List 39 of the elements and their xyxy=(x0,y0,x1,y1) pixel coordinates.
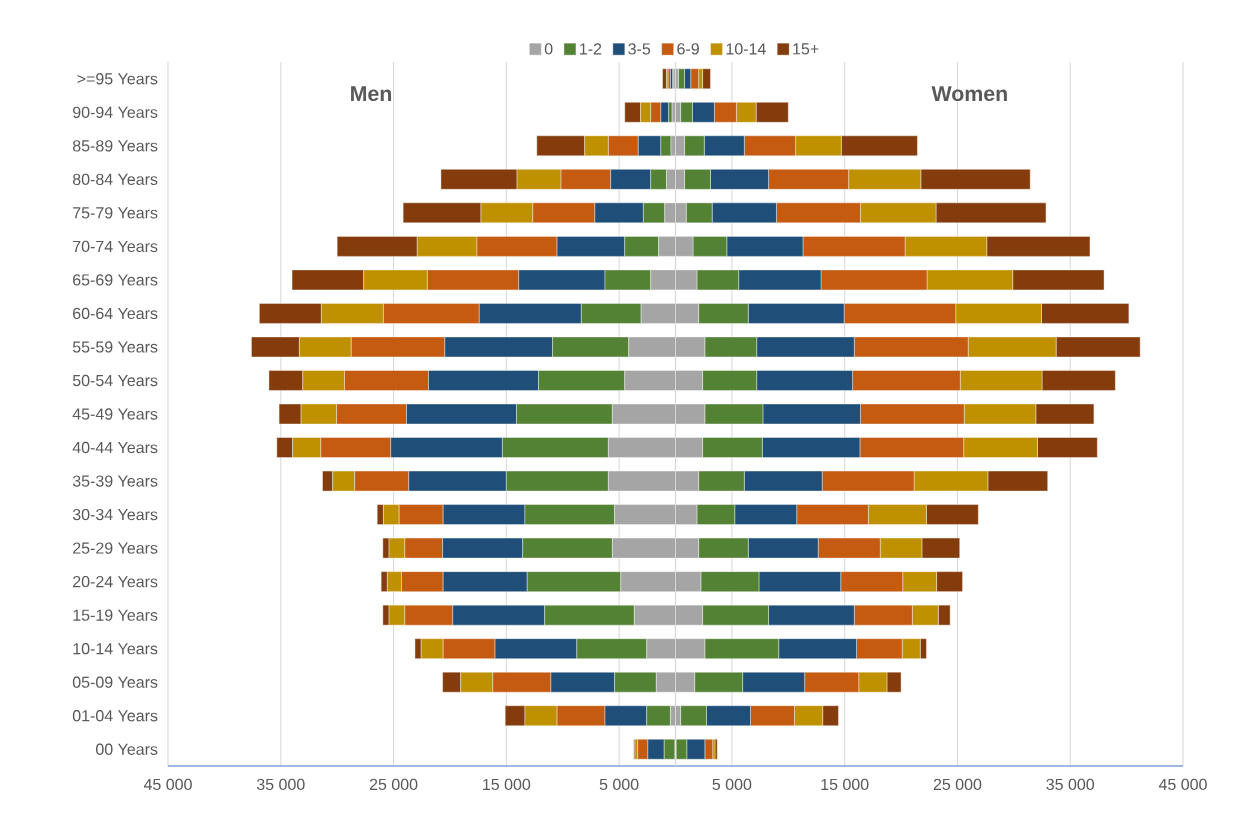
y-tick-label: 90-94 Years xyxy=(73,106,158,118)
legend-label: 3-5 xyxy=(628,43,651,55)
y-tick-label: 35-39 Years xyxy=(72,475,158,487)
annotation: Men xyxy=(351,86,392,102)
annotation: Women xyxy=(931,86,1007,102)
y-tick-label: 75-79 Years xyxy=(73,207,158,219)
y-tick-label: 00 Years xyxy=(96,743,158,755)
y-tick-label: 15-19 Years xyxy=(73,609,158,621)
y-tick-label: 70-74 Years xyxy=(73,240,158,253)
y-tick-label: 10-14 Years xyxy=(73,643,158,655)
legend-label: 6-9 xyxy=(677,43,699,55)
x-tick-label: 5 000 xyxy=(712,778,752,791)
y-tick-label: >=95 Years xyxy=(77,73,158,85)
x-tick-label: 35 000 xyxy=(256,778,305,791)
y-tick-label: 01-04 Years xyxy=(72,710,158,722)
x-tick-label: 15 000 xyxy=(483,778,531,791)
y-tick-label: 05-09 Years xyxy=(72,676,158,688)
legend-label: 0 xyxy=(544,43,553,55)
y-tick-label: 45-49 Years xyxy=(72,408,158,420)
x-tick-label: 5 000 xyxy=(599,778,639,791)
x-tick-label: 25 000 xyxy=(369,778,418,791)
x-tick-label: 15 000 xyxy=(821,778,869,791)
y-tick-label: 20-24 Years xyxy=(73,575,158,588)
y-tick-label: 25-29 Years xyxy=(73,542,158,554)
y-tick-label: 30-34 Years xyxy=(72,508,158,521)
y-tick-label: 85-89 Years xyxy=(72,140,158,152)
x-tick-label: 35 000 xyxy=(1046,778,1095,791)
y-tick-label: 50-54 Years xyxy=(72,374,158,387)
legend-label: 15+ xyxy=(793,43,819,55)
legend-label: 10-14 xyxy=(726,43,766,55)
x-tick-label: 45 000 xyxy=(143,778,192,791)
x-tick-label: 25 000 xyxy=(933,778,982,791)
y-tick-label: 65-69 Years xyxy=(73,274,158,286)
y-tick-label: 80-84 Years xyxy=(72,173,158,185)
legend-label: 1-2 xyxy=(580,43,602,55)
x-tick-label: 45 000 xyxy=(1158,778,1207,791)
y-tick-label: 60-64 Years xyxy=(73,307,158,320)
y-tick-label: 55-59 Years xyxy=(72,341,158,353)
y-tick-label: 40-44 Years xyxy=(72,441,158,454)
